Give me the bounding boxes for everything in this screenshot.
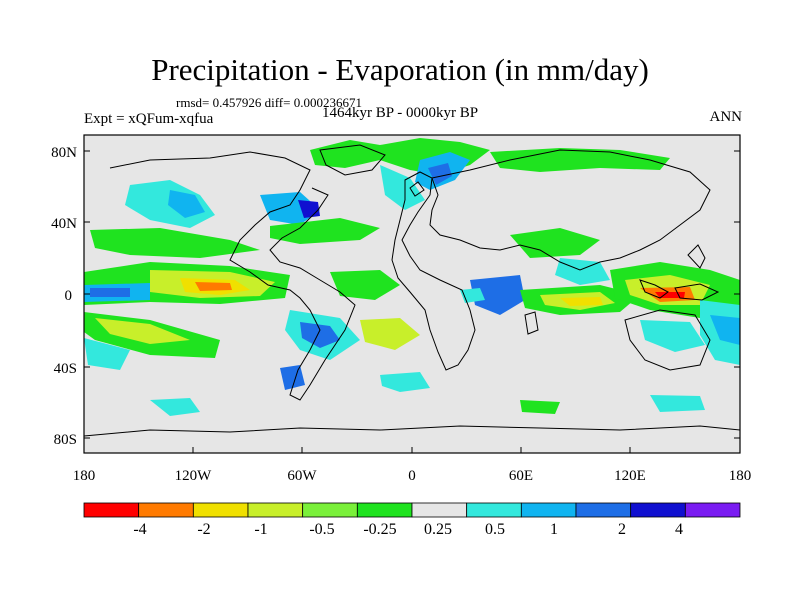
coastline (409, 181, 425, 197)
time-period-label: 1464kyr BP - 0000kyr BP (322, 105, 479, 121)
coastline (391, 171, 476, 371)
colorbar-swatch (83, 502, 140, 518)
colorbar-swatch (247, 502, 304, 518)
colorbar-label: 0.25 (424, 521, 452, 538)
colorbar-label: -0.25 (363, 521, 396, 538)
lon-axis-labels: 180 120W 60W 0 60E 120E 180 (73, 468, 752, 484)
coastline (624, 309, 711, 371)
coastline (674, 283, 720, 301)
anomaly-fill-layer (84, 138, 740, 416)
coastline (524, 311, 539, 335)
colorbar-label: 2 (618, 521, 626, 538)
colorbar-swatch (138, 502, 194, 518)
lat-label: 40N (51, 216, 77, 232)
colorbar-swatch (520, 502, 577, 518)
colorbar-label: -4 (133, 521, 146, 538)
colorbar (83, 502, 741, 518)
colorbar-swatch (411, 502, 468, 518)
anomaly-patch (95, 318, 190, 344)
colorbar-label: 1 (550, 521, 558, 538)
colorbar-label: -1 (254, 521, 267, 538)
anomaly-patch (428, 163, 452, 185)
anomaly-patch (510, 228, 600, 258)
colorbar-labels: -4 -2 -1 -0.5 -0.25 0.25 0.5 1 2 4 (133, 521, 683, 538)
anomaly-patch (560, 297, 603, 306)
axis-ticks (83, 150, 741, 453)
anomaly-patch (555, 258, 610, 285)
colorbar-label: -0.5 (309, 521, 334, 538)
colorbar-swatch (356, 502, 413, 518)
lat-label: 0 (65, 288, 73, 304)
anomaly-patch (490, 148, 670, 172)
anomaly-patch (90, 288, 130, 297)
colorbar-swatch (302, 502, 358, 518)
colorbar-label: 4 (675, 521, 683, 538)
colorbar-swatch (575, 502, 632, 518)
lat-axis-labels: 80N 40N 0 40S 80S (51, 145, 77, 448)
anomaly-patch (270, 218, 380, 244)
lon-label: 120W (175, 468, 213, 484)
lon-label: 120E (614, 468, 646, 484)
anomaly-patch (520, 400, 560, 414)
anomaly-patch (710, 315, 740, 345)
anomaly-patch (300, 322, 340, 348)
colorbar-swatch (684, 502, 741, 518)
lat-label: 80S (54, 432, 77, 448)
anomaly-patch (90, 228, 260, 258)
experiment-label: Expt = xQFum-xqfua (84, 111, 214, 127)
lon-label: 60E (509, 468, 533, 484)
anomaly-patch (280, 365, 305, 390)
map-title: Precipitation - Evaporation (in mm/day) (151, 52, 649, 87)
anomaly-patch (460, 288, 485, 303)
lon-label: 0 (408, 468, 416, 484)
colorbar-label: -2 (197, 521, 210, 538)
lon-label: 180 (729, 468, 752, 484)
colorbar-swatch (630, 502, 686, 518)
anomaly-patch (655, 292, 685, 298)
anomaly-patch (330, 270, 400, 300)
anomaly-patch (150, 398, 200, 416)
lon-label: 60W (287, 468, 317, 484)
anomaly-patch (380, 372, 430, 392)
anomaly-patch (650, 395, 705, 412)
coastline (319, 144, 386, 176)
colorbar-swatch (466, 502, 522, 518)
coastline (687, 244, 706, 269)
rmsd-diff-stats: rmsd= 0.457926 diff= 0.000236671 (176, 95, 362, 110)
colorbar-label: 0.5 (485, 521, 505, 538)
coastline (639, 279, 669, 299)
season-label: ANN (709, 109, 743, 125)
anomaly-patch (640, 320, 705, 352)
anomaly-patch (84, 338, 130, 370)
coastline (109, 151, 356, 401)
anomaly-patch (380, 165, 425, 210)
coastline (429, 149, 711, 271)
anomaly-patch (470, 275, 525, 315)
colorbar-swatch (192, 502, 249, 518)
coastlines (84, 144, 740, 437)
lat-label: 40S (54, 361, 77, 377)
anomaly-patch (195, 282, 232, 291)
anomaly-patch (360, 318, 420, 350)
coastline (84, 425, 740, 437)
lon-label: 180 (73, 468, 96, 484)
anomaly-patch (168, 190, 205, 218)
lat-label: 80N (51, 145, 77, 161)
